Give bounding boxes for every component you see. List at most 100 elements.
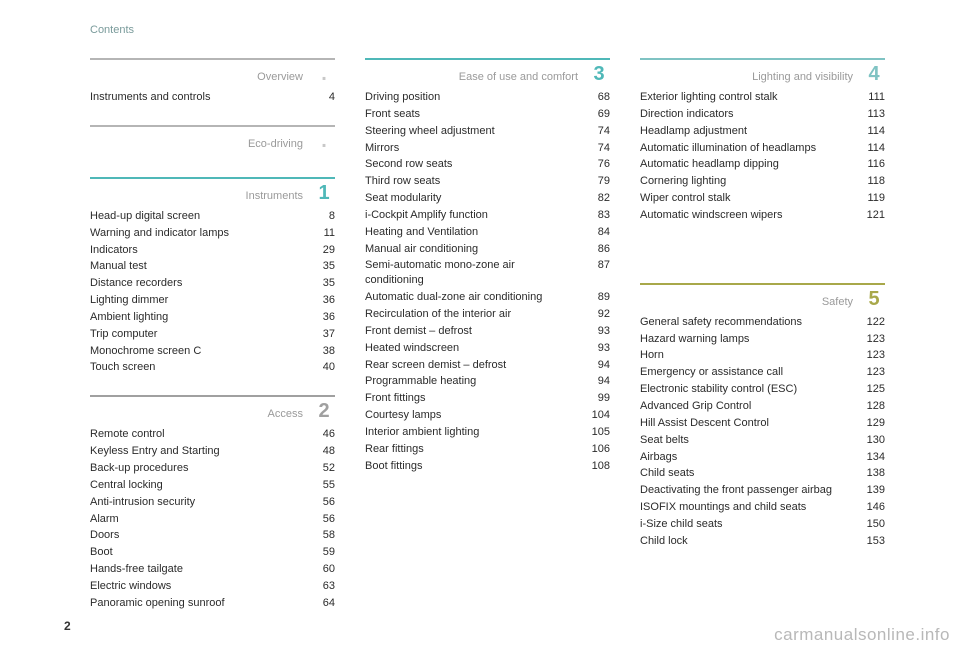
- section-title-row: Instruments1: [90, 183, 335, 203]
- toc-page: 118: [855, 174, 885, 189]
- toc-row[interactable]: Automatic dual-zone air conditioning89: [365, 290, 610, 305]
- section-rule: [640, 58, 885, 60]
- toc-row[interactable]: Heated windscreen93: [365, 341, 610, 356]
- toc-row[interactable]: Front seats69: [365, 107, 610, 122]
- toc-row[interactable]: Rear screen demist – defrost94: [365, 358, 610, 373]
- toc-section: Instruments1 Head-up digital screen8 Warni…: [90, 177, 335, 375]
- toc-page: 139: [855, 483, 885, 498]
- toc-row[interactable]: Seat modularity82: [365, 191, 610, 206]
- toc-page: 114: [855, 124, 885, 139]
- toc-row[interactable]: i-Size child seats150: [640, 517, 885, 532]
- toc-page: 38: [305, 344, 335, 359]
- toc-row[interactable]: Direction indicators113: [640, 107, 885, 122]
- toc-label: Headlamp adjustment: [640, 124, 855, 139]
- toc-row[interactable]: ISOFIX mountings and child seats146: [640, 500, 885, 515]
- toc-label: Interior ambient lighting: [365, 425, 580, 440]
- toc-row[interactable]: Front fittings99: [365, 391, 610, 406]
- toc-row[interactable]: Wiper control stalk119: [640, 191, 885, 206]
- toc-row[interactable]: Child lock153: [640, 534, 885, 549]
- toc-page: 35: [305, 276, 335, 291]
- toc-label: Heated windscreen: [365, 341, 580, 356]
- toc-row[interactable]: Hazard warning lamps123: [640, 332, 885, 347]
- toc-row[interactable]: Head-up digital screen8: [90, 209, 335, 224]
- section-title: Eco-driving: [90, 138, 309, 150]
- watermark: carmanualsonline.info: [774, 625, 950, 645]
- toc-row[interactable]: Monochrome screen C38: [90, 344, 335, 359]
- toc-row[interactable]: Horn123: [640, 348, 885, 363]
- toc-label: Front demist – defrost: [365, 324, 580, 339]
- toc-row[interactable]: Distance recorders35: [90, 276, 335, 291]
- toc-row[interactable]: Exterior lighting control stalk111: [640, 90, 885, 105]
- toc-row[interactable]: Manual test35: [90, 259, 335, 274]
- toc-label: Back-up procedures: [90, 461, 305, 476]
- toc-row[interactable]: Lighting dimmer36: [90, 293, 335, 308]
- toc-page: 93: [580, 341, 610, 356]
- toc-label: Mirrors: [365, 141, 580, 156]
- toc-page: 122: [855, 315, 885, 330]
- toc-row[interactable]: Airbags134: [640, 450, 885, 465]
- toc-row[interactable]: Deactivating the front passenger airbag1…: [640, 483, 885, 498]
- toc-row[interactable]: Rear fittings106: [365, 442, 610, 457]
- toc-row[interactable]: Courtesy lamps104: [365, 408, 610, 423]
- toc-row[interactable]: Third row seats79: [365, 174, 610, 189]
- toc-page: 89: [580, 290, 610, 305]
- toc-row[interactable]: Boot59: [90, 545, 335, 560]
- toc-row[interactable]: Keyless Entry and Starting48: [90, 444, 335, 459]
- toc-page: 68: [580, 90, 610, 105]
- toc-label: Hazard warning lamps: [640, 332, 855, 347]
- column: Overview.Instruments and controls4Eco-dr…: [90, 58, 335, 631]
- toc-row[interactable]: Indicators29: [90, 243, 335, 258]
- toc-row[interactable]: Recirculation of the interior air92: [365, 307, 610, 322]
- toc-row[interactable]: Headlamp adjustment114: [640, 124, 885, 139]
- toc-row[interactable]: Alarm56: [90, 512, 335, 527]
- toc-page: 114: [855, 141, 885, 156]
- toc-row[interactable]: Steering wheel adjustment74: [365, 124, 610, 139]
- toc-row[interactable]: Automatic headlamp dipping116: [640, 157, 885, 172]
- toc-row[interactable]: Anti-intrusion security56: [90, 495, 335, 510]
- toc-label: Warning and indicator lamps: [90, 226, 305, 241]
- toc-row[interactable]: Automatic illumination of headlamps114: [640, 141, 885, 156]
- toc-row[interactable]: Automatic windscreen wipers121: [640, 208, 885, 223]
- toc-label: Direction indicators: [640, 107, 855, 122]
- toc-label: Distance recorders: [90, 276, 305, 291]
- toc-row[interactable]: Ambient lighting36: [90, 310, 335, 325]
- toc-row[interactable]: Doors58: [90, 528, 335, 543]
- toc-row[interactable]: Remote control46: [90, 427, 335, 442]
- toc-row[interactable]: Warning and indicator lamps11: [90, 226, 335, 241]
- section-head: Ease of use and comfort3: [365, 58, 610, 84]
- toc-row[interactable]: Seat belts130: [640, 433, 885, 448]
- toc-row[interactable]: Advanced Grip Control128: [640, 399, 885, 414]
- toc-row[interactable]: Touch screen40: [90, 360, 335, 375]
- toc-row[interactable]: Semi-automatic mono-zone air conditionin…: [365, 258, 610, 288]
- toc-row[interactable]: Panoramic opening sunroof64: [90, 596, 335, 611]
- toc-row[interactable]: Back-up procedures52: [90, 461, 335, 476]
- toc-row[interactable]: Emergency or assistance call123: [640, 365, 885, 380]
- spacer: [640, 243, 885, 283]
- toc-page: 35: [305, 259, 335, 274]
- toc-row[interactable]: Programmable heating94: [365, 374, 610, 389]
- toc-row[interactable]: Electric windows63: [90, 579, 335, 594]
- toc-row[interactable]: Manual air conditioning86: [365, 242, 610, 257]
- toc-row[interactable]: Central locking55: [90, 478, 335, 493]
- toc-row[interactable]: Heating and Ventilation84: [365, 225, 610, 240]
- toc-row[interactable]: i-Cockpit Amplify function83: [365, 208, 610, 223]
- toc-row[interactable]: Electronic stability control (ESC)125: [640, 382, 885, 397]
- toc-row[interactable]: Mirrors74: [365, 141, 610, 156]
- toc-row[interactable]: Hands-free tailgate60: [90, 562, 335, 577]
- toc-row[interactable]: Front demist – defrost93: [365, 324, 610, 339]
- toc-row[interactable]: Driving position68: [365, 90, 610, 105]
- toc-label: Ambient lighting: [90, 310, 305, 325]
- toc-row[interactable]: Instruments and controls4: [90, 90, 335, 105]
- toc-row[interactable]: Second row seats76: [365, 157, 610, 172]
- toc-row[interactable]: General safety recommendations122: [640, 315, 885, 330]
- toc-row[interactable]: Trip computer37: [90, 327, 335, 342]
- toc-row[interactable]: Interior ambient lighting105: [365, 425, 610, 440]
- column: Lighting and visibility4Exterior lightin…: [640, 58, 885, 631]
- toc-page: 37: [305, 327, 335, 342]
- toc-row[interactable]: Boot fittings108: [365, 459, 610, 474]
- toc-page: 123: [855, 332, 885, 347]
- toc-page: 87: [580, 258, 610, 288]
- toc-row[interactable]: Hill Assist Descent Control129: [640, 416, 885, 431]
- toc-row[interactable]: Cornering lighting118: [640, 174, 885, 189]
- toc-row[interactable]: Child seats138: [640, 466, 885, 481]
